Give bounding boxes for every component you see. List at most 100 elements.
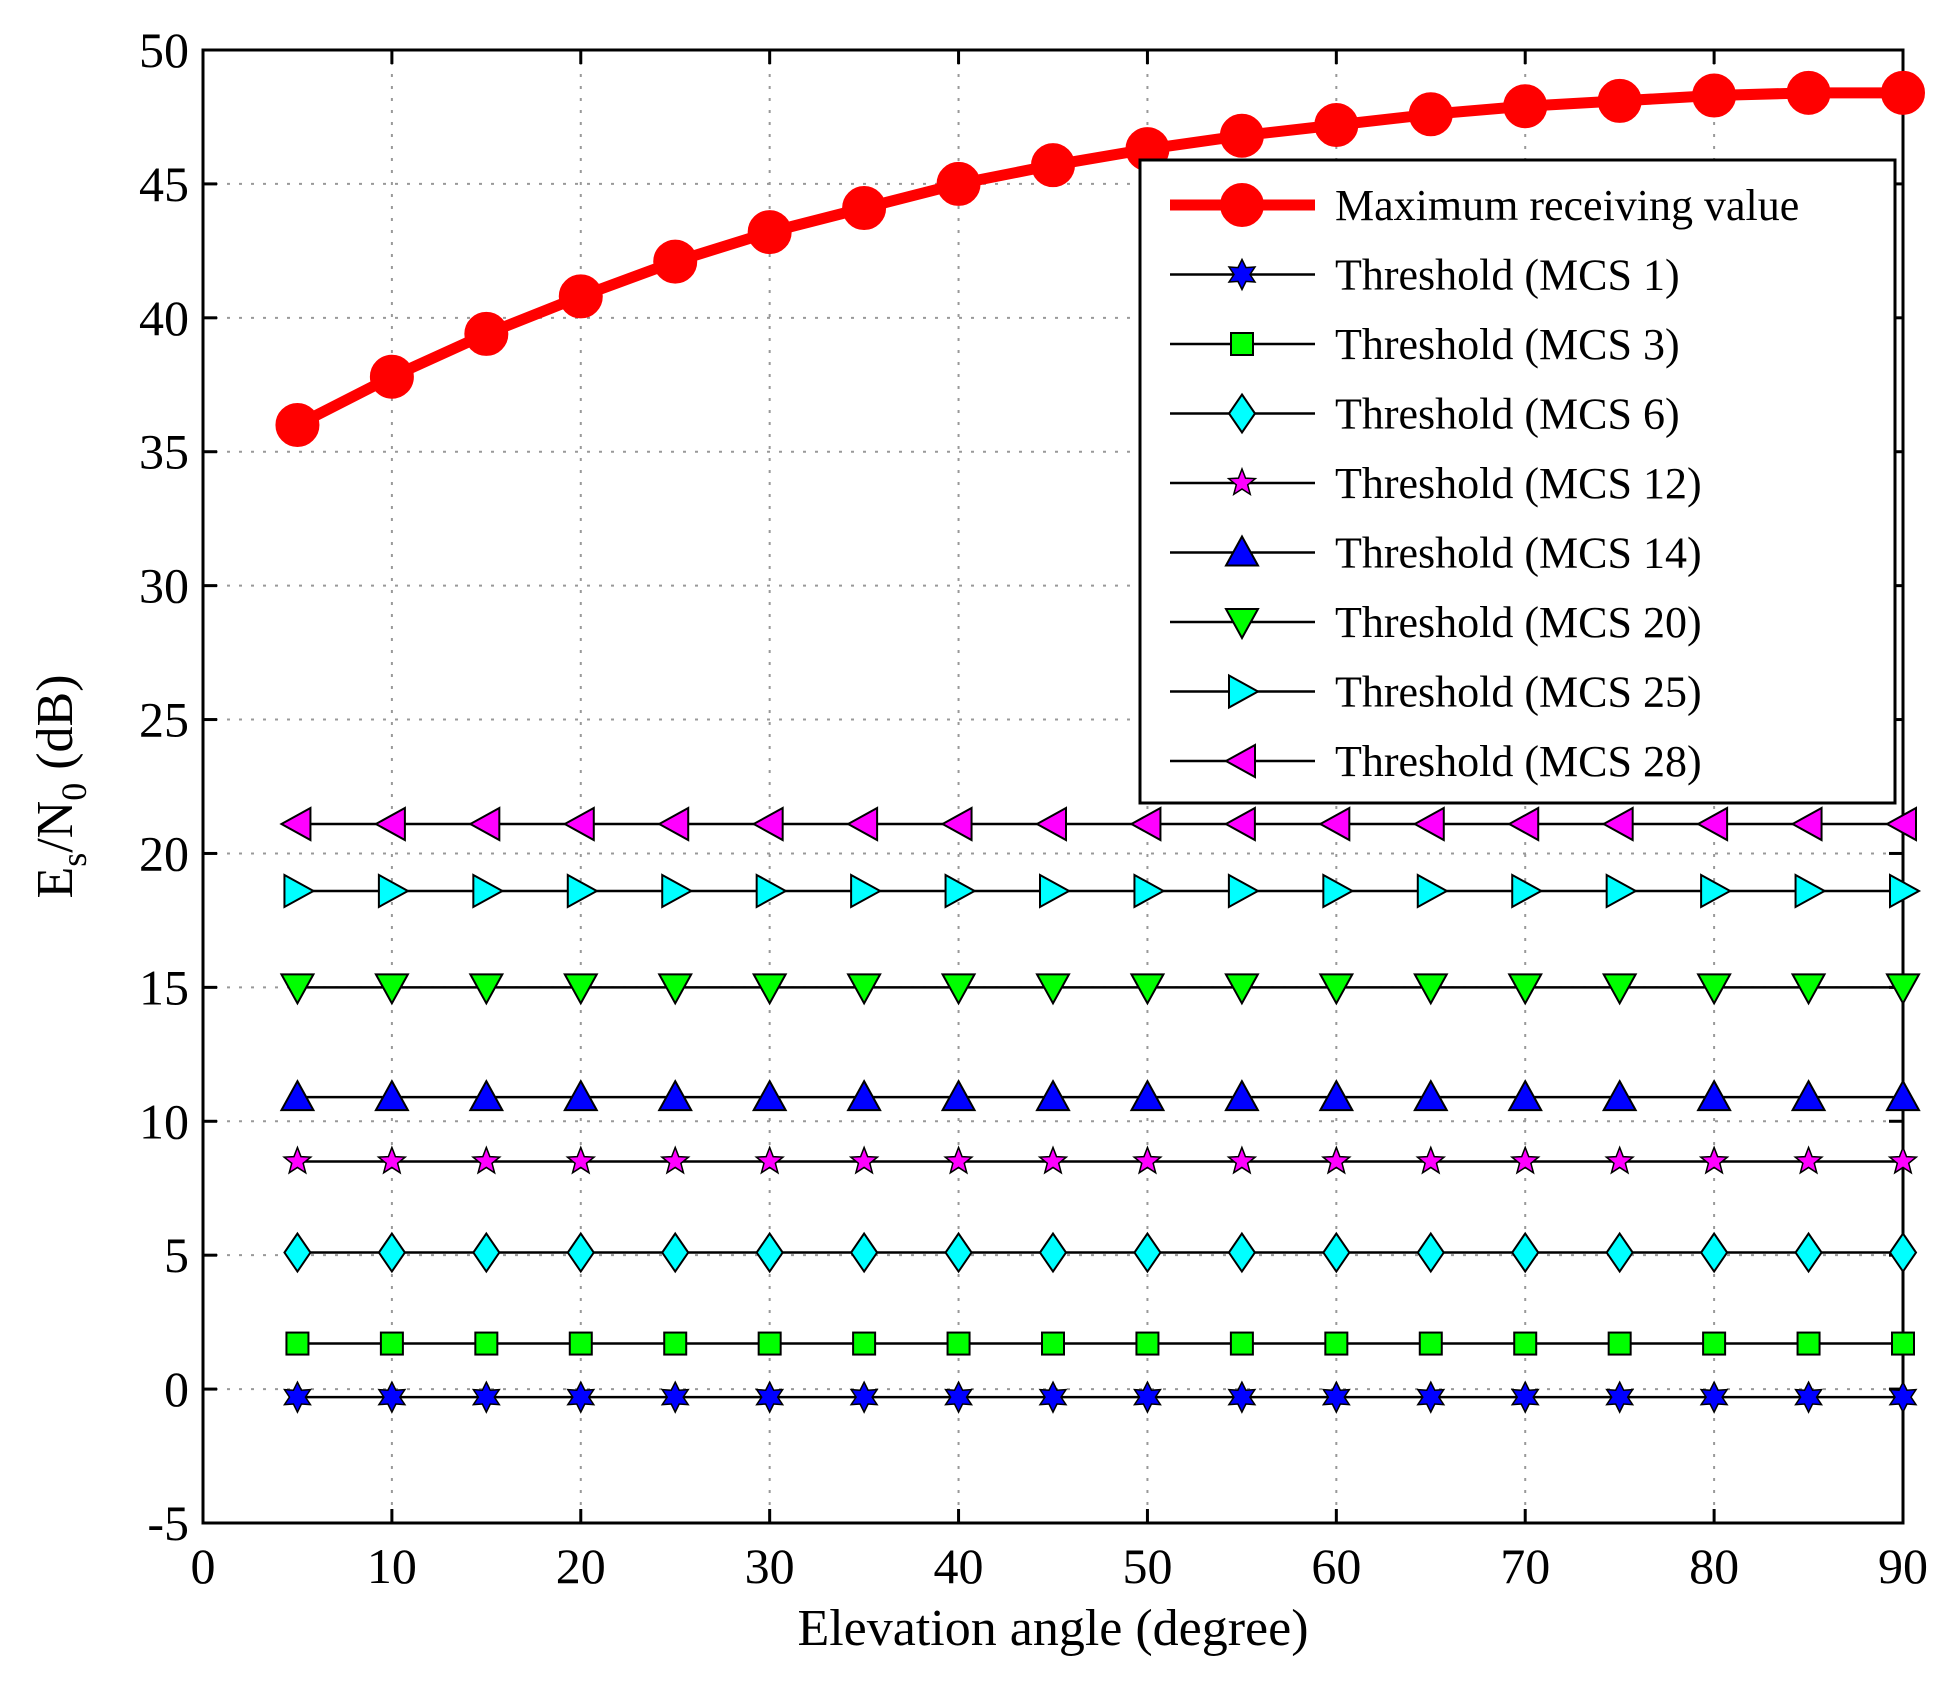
data-point (1513, 1331, 1538, 1356)
data-point (377, 1380, 407, 1414)
legend-item: Threshold (MCS 14) (1170, 529, 1702, 578)
data-point (657, 973, 693, 1006)
data-point (1321, 1380, 1351, 1414)
data-point (1702, 1331, 1727, 1356)
legend-item: Threshold (MCS 25) (1170, 668, 1702, 717)
data-point (1696, 806, 1729, 842)
data-point (1415, 1145, 1447, 1175)
data-point (1132, 1145, 1163, 1175)
data-point (1227, 1231, 1257, 1274)
y-axis-title-sub1: s (54, 853, 94, 867)
data-point (376, 1145, 408, 1175)
data-point (468, 1079, 505, 1112)
series-group (275, 70, 1925, 1414)
data-point (1132, 1380, 1162, 1414)
legend-label: Threshold (MCS 1) (1335, 251, 1680, 300)
data-point (1227, 873, 1260, 909)
y-tick-label: 10 (139, 1093, 189, 1149)
data-point (1604, 1145, 1635, 1175)
legend-label: Threshold (MCS 25) (1335, 668, 1702, 717)
data-point (1889, 873, 1922, 909)
data-point (468, 806, 501, 842)
data-point (757, 1331, 782, 1356)
series-5 (279, 1079, 1921, 1112)
data-point (563, 973, 599, 1006)
data-point (1035, 1079, 1071, 1112)
legend-marker (1230, 332, 1254, 356)
data-point (1223, 806, 1256, 842)
data-point (1605, 1231, 1634, 1274)
data-point (850, 873, 883, 909)
x-tick-label: 30 (745, 1538, 795, 1594)
data-point (661, 1231, 690, 1274)
data-point (1224, 973, 1260, 1006)
data-point (946, 1331, 971, 1356)
data-point (558, 274, 603, 319)
data-point (471, 1380, 501, 1414)
data-point (1692, 73, 1737, 118)
data-point (1601, 806, 1634, 842)
series-7 (283, 873, 1922, 909)
data-point (1038, 1231, 1068, 1274)
y-tick-label: 25 (139, 692, 189, 748)
data-point (1597, 78, 1642, 123)
data-point (1511, 1231, 1540, 1274)
series-3 (283, 1231, 1918, 1274)
data-point (279, 1079, 316, 1112)
legend-item: Threshold (MCS 6) (1170, 390, 1680, 439)
data-point (1318, 973, 1355, 1006)
legend-item: Maximum receiving value (1170, 181, 1799, 230)
data-point (568, 1331, 593, 1356)
data-point (1416, 1380, 1446, 1414)
data-point (1696, 1079, 1732, 1112)
data-point (1507, 973, 1543, 1006)
data-point (661, 873, 694, 909)
data-point (1510, 1380, 1540, 1414)
legend-label: Threshold (MCS 14) (1335, 529, 1702, 578)
data-point (751, 806, 784, 842)
legend-item: Threshold (MCS 20) (1170, 598, 1702, 647)
data-point (282, 1380, 312, 1414)
data-point (842, 186, 887, 231)
data-point (1413, 1079, 1449, 1112)
data-point (1605, 1380, 1635, 1414)
y-tick-label: 45 (139, 156, 189, 212)
series-8 (279, 806, 1917, 842)
y-axis-title-mid: /N (27, 801, 84, 853)
data-point (1881, 70, 1925, 115)
data-point (944, 1380, 974, 1414)
data-point (474, 1331, 499, 1356)
data-point (1133, 873, 1166, 909)
legend-marker (1220, 183, 1264, 227)
data-point (1224, 1079, 1260, 1112)
data-point (472, 1231, 501, 1274)
data-point (471, 1145, 502, 1175)
legend-marker (1224, 608, 1260, 641)
data-point (1507, 1079, 1543, 1112)
data-point (1416, 1231, 1445, 1274)
data-point (657, 806, 690, 842)
data-point (275, 402, 320, 447)
data-point (1031, 143, 1075, 188)
data-point (846, 1079, 882, 1112)
axis-ticks: 0 10 20 30 40 50 60 70 80 90-50510152025303540455… (139, 22, 1928, 1594)
x-tick-label: 70 (1500, 1538, 1550, 1594)
series-6 (279, 973, 1921, 1006)
data-point (1790, 1079, 1827, 1112)
legend-item: Threshold (MCS 28) (1170, 737, 1702, 786)
data-point (1885, 1079, 1921, 1112)
y-axis-title-sub2: 0 (54, 783, 94, 801)
data-point (1891, 1331, 1915, 1356)
data-point (849, 1380, 879, 1414)
data-point (852, 1331, 877, 1356)
data-point (279, 973, 316, 1006)
data-point (1601, 973, 1638, 1006)
data-point (563, 1079, 599, 1112)
legend-item: Threshold (MCS 3) (1170, 320, 1680, 369)
legend-box (1138, 158, 1897, 805)
data-point (755, 1231, 784, 1274)
data-point (1322, 1231, 1351, 1274)
data-point (1511, 873, 1544, 909)
series-1 (282, 1380, 1918, 1414)
data-point (653, 239, 698, 284)
